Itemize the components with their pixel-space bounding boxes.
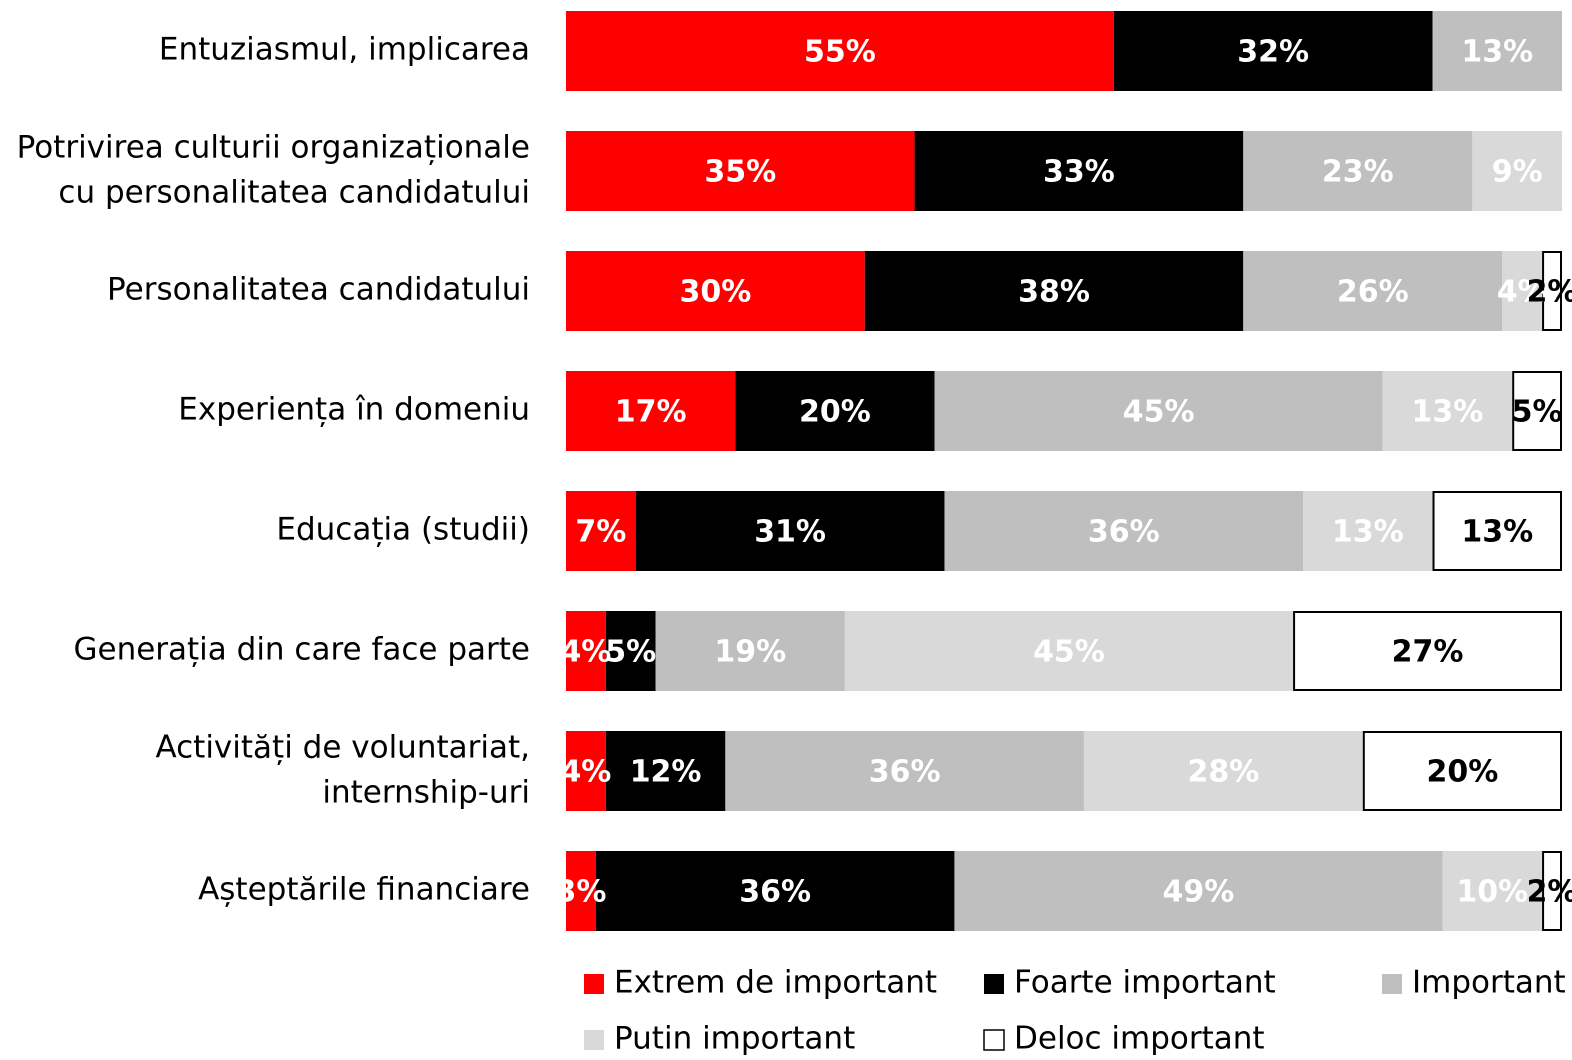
value-label: 2%: [1527, 875, 1572, 910]
value-label: 27%: [1392, 635, 1464, 670]
bar-segment: [1303, 491, 1433, 571]
legend-swatch: [584, 974, 604, 994]
bar-segment: [1512, 371, 1562, 451]
bar-segment: [944, 491, 1304, 571]
value-label: 38%: [1018, 275, 1090, 310]
value-label: 12%: [630, 755, 702, 790]
value-label: 55%: [804, 35, 876, 70]
bar-segment: [914, 131, 1244, 211]
category-label: Activități de voluntariat, internship-uri: [155, 729, 530, 810]
legend-swatch: [1382, 974, 1402, 994]
bar-segment: [1442, 851, 1543, 931]
value-label: 5%: [605, 635, 656, 670]
category-label: Generația din care face parte: [73, 632, 530, 668]
bar-segment: [605, 731, 726, 811]
bar-segment: [605, 611, 656, 691]
legend-label: Deloc important: [1014, 1021, 1265, 1057]
bar-segment: [844, 611, 1294, 691]
value-label: 4%: [1497, 275, 1548, 310]
value-label: 23%: [1322, 155, 1394, 190]
bar-segment: [725, 731, 1084, 811]
value-label: 4%: [560, 755, 611, 790]
category-label: Așteptările financiare: [198, 872, 530, 908]
value-label: 17%: [615, 395, 687, 430]
bar-segment: [1293, 611, 1562, 691]
bar-segment: [1083, 731, 1363, 811]
legend-label: Putin important: [614, 1021, 855, 1057]
category-label: Experiența în domeniu: [178, 392, 530, 428]
bar-segment: [566, 491, 636, 571]
legend-swatch: [984, 974, 1004, 994]
value-label: 19%: [714, 635, 786, 670]
bar-segment: [1472, 131, 1562, 211]
value-label: 45%: [1033, 635, 1105, 670]
bar-segment: [1502, 251, 1543, 331]
category-label: Potrivirea culturii organizaționale cu pe…: [17, 129, 530, 210]
bar-segment: [1243, 131, 1473, 211]
bar-segment: [566, 731, 606, 811]
category-label: Educația (studii): [276, 512, 530, 548]
value-label: 3%: [555, 875, 606, 910]
legend-label: Extrem de important: [614, 965, 937, 1001]
value-label: 28%: [1187, 755, 1259, 790]
value-label: 36%: [1088, 515, 1160, 550]
value-label: 45%: [1123, 395, 1195, 430]
bar-segment: [566, 131, 915, 211]
bar-segment: [595, 851, 955, 931]
bar-segment: [954, 851, 1443, 931]
bar-segment: [1542, 251, 1562, 331]
value-label: 10%: [1456, 875, 1528, 910]
legend-swatch: [584, 1030, 604, 1050]
value-label: 49%: [1163, 875, 1235, 910]
value-label: 13%: [1332, 515, 1404, 550]
value-label: 5%: [1512, 395, 1563, 430]
legend-label: Important: [1412, 965, 1566, 1001]
value-label: 13%: [1461, 35, 1533, 70]
category-label: Personalitatea candidatului: [107, 272, 530, 308]
value-label: 4%: [560, 635, 611, 670]
category-label: Entuziasmul, implicarea: [159, 32, 530, 68]
bar-segment: [864, 251, 1244, 331]
bar-segment: [655, 611, 845, 691]
value-label: 26%: [1337, 275, 1409, 310]
bar-segment: [934, 371, 1383, 451]
bar-segment: [566, 251, 865, 331]
value-label: 36%: [739, 875, 811, 910]
value-label: 13%: [1412, 395, 1484, 430]
value-label: 31%: [754, 515, 826, 550]
value-label: 30%: [679, 275, 751, 310]
bar-segment: [635, 491, 945, 571]
value-label: 13%: [1461, 515, 1533, 550]
value-label: 9%: [1492, 155, 1543, 190]
value-label: 7%: [575, 515, 626, 550]
bar-segment: [1243, 251, 1503, 331]
bar-segment: [1542, 851, 1562, 931]
bar-segment: [1362, 731, 1563, 811]
bar-segment: [1113, 11, 1433, 91]
bar-segment: [566, 371, 736, 451]
value-label: 20%: [799, 395, 871, 430]
value-label: 2%: [1527, 275, 1572, 310]
legend-label: Foarte important: [1014, 965, 1276, 1001]
bar-segment: [566, 611, 606, 691]
value-label: 32%: [1237, 35, 1309, 70]
legend-swatch: [983, 1029, 1005, 1051]
bar-segment: [566, 851, 596, 931]
bar-segment: [1432, 11, 1562, 91]
value-label: 36%: [869, 755, 941, 790]
bar-segment: [1432, 491, 1563, 571]
value-label: 33%: [1043, 155, 1115, 190]
bar-segment: [566, 11, 1114, 91]
value-label: 20%: [1426, 755, 1498, 790]
bar-segment: [1382, 371, 1513, 451]
value-label: 35%: [704, 155, 776, 190]
bar-segment: [735, 371, 935, 451]
